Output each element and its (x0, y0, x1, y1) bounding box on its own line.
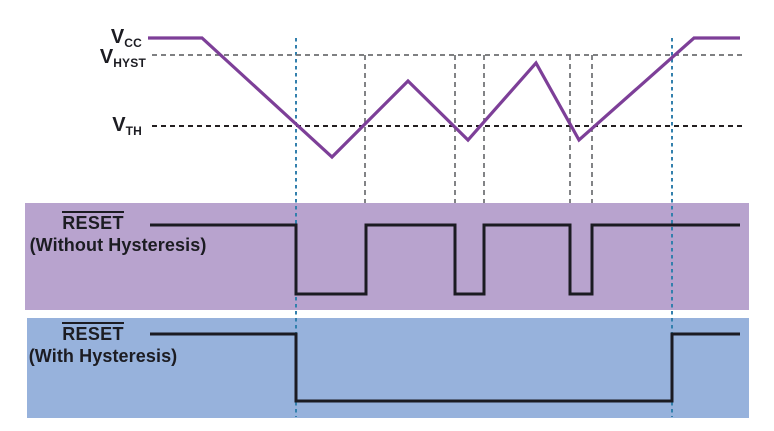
reset-with-hysteresis-subtitle: (With Hysteresis) (28, 346, 178, 366)
vcc-subscript: CC (124, 36, 142, 50)
reset-without-hysteresis-title: RESET (62, 211, 124, 233)
vth-subscript: TH (125, 124, 142, 138)
vcc-label: VCC (110, 26, 142, 50)
reset-with-hysteresis-signal (150, 332, 740, 403)
vhyst-subscript: HYST (113, 56, 146, 70)
vth-label: VTH (112, 114, 142, 138)
reset-without-hysteresis-subtitle: (Without Hysteresis) (29, 235, 207, 255)
vcc-supply-waveform (148, 36, 740, 160)
vhyst-label: VHYST (99, 46, 146, 70)
reset-with-hysteresis-band (27, 318, 749, 418)
reset-without-hysteresis-band (25, 203, 749, 310)
reset-with-hysteresis-title: RESET (62, 322, 124, 344)
reset-without-hysteresis-signal (150, 223, 740, 296)
